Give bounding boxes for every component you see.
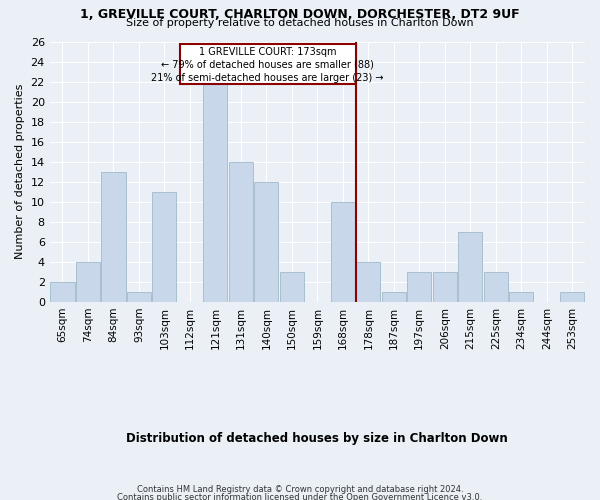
Bar <box>229 162 253 302</box>
Bar <box>458 232 482 302</box>
Bar <box>382 292 406 302</box>
Text: 1 GREVILLE COURT: 173sqm: 1 GREVILLE COURT: 173sqm <box>199 46 337 56</box>
X-axis label: Distribution of detached houses by size in Charlton Down: Distribution of detached houses by size … <box>127 432 508 445</box>
Text: 1, GREVILLE COURT, CHARLTON DOWN, DORCHESTER, DT2 9UF: 1, GREVILLE COURT, CHARLTON DOWN, DORCHE… <box>80 8 520 20</box>
Text: Size of property relative to detached houses in Charlton Down: Size of property relative to detached ho… <box>126 18 474 28</box>
Bar <box>560 292 584 302</box>
Bar <box>254 182 278 302</box>
Bar <box>127 292 151 302</box>
Bar <box>407 272 431 302</box>
Text: 21% of semi-detached houses are larger (23) →: 21% of semi-detached houses are larger (… <box>151 73 384 83</box>
Bar <box>203 82 227 302</box>
FancyBboxPatch shape <box>179 44 356 84</box>
Text: ← 79% of detached houses are smaller (88): ← 79% of detached houses are smaller (88… <box>161 60 374 70</box>
Bar <box>101 172 125 302</box>
Bar <box>484 272 508 302</box>
Bar <box>356 262 380 302</box>
Bar <box>331 202 355 302</box>
Bar <box>509 292 533 302</box>
Text: Contains HM Land Registry data © Crown copyright and database right 2024.: Contains HM Land Registry data © Crown c… <box>137 485 463 494</box>
Text: Contains public sector information licensed under the Open Government Licence v3: Contains public sector information licen… <box>118 494 482 500</box>
Bar <box>152 192 176 302</box>
Y-axis label: Number of detached properties: Number of detached properties <box>15 84 25 260</box>
Bar <box>433 272 457 302</box>
Bar <box>280 272 304 302</box>
Bar <box>50 282 74 302</box>
Bar <box>76 262 100 302</box>
